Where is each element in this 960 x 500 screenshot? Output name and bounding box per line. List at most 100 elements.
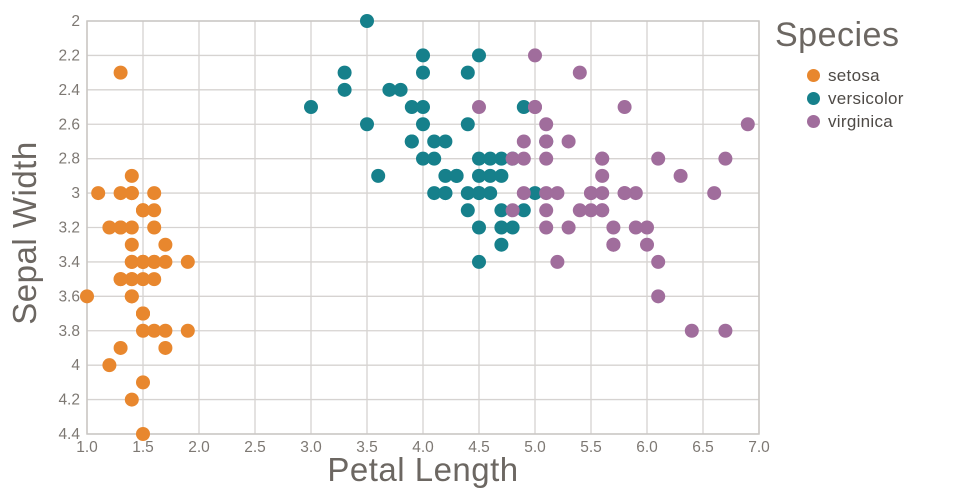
point-setosa [124,289,139,304]
point-setosa [136,203,150,218]
y-axis-title: Sepal Width [6,141,43,325]
point-virginica [550,254,565,269]
point-virginica [606,220,621,235]
point-setosa [102,220,117,235]
y-tick-label: 4.2 [58,392,80,409]
point-setosa [113,186,128,201]
point-virginica [539,134,554,149]
point-versicolor [505,220,520,235]
versicolor-swatch-icon [807,92,820,106]
point-virginica [539,220,554,235]
point-setosa [136,375,150,390]
point-setosa [124,254,139,269]
point-versicolor [337,82,352,97]
point-virginica [651,289,666,304]
point-versicolor [337,65,352,80]
y-tick-label: 2.6 [58,116,80,133]
point-setosa [147,254,162,269]
point-versicolor [494,151,509,166]
point-versicolor [438,186,453,201]
point-setosa [136,272,150,287]
point-setosa [158,254,173,269]
point-versicolor [472,48,486,63]
point-virginica [539,186,554,201]
x-tick-label: 6.5 [692,439,714,456]
point-setosa [136,254,150,269]
x-tick-label: 7.0 [748,439,770,456]
point-versicolor [472,254,486,269]
point-virginica [539,151,554,166]
point-setosa [102,358,117,373]
y-tick-label: 4 [71,357,80,374]
point-virginica [673,168,688,183]
x-tick-label: 1.0 [76,439,98,456]
point-setosa [91,186,106,201]
point-virginica [617,100,632,115]
point-virginica [584,186,598,201]
point-versicolor [494,220,509,235]
point-versicolor [472,168,486,183]
y-tick-label: 2 [71,13,80,30]
point-virginica [740,117,755,132]
point-versicolor [483,168,498,183]
x-tick-label: 3.0 [300,439,322,456]
point-versicolor [472,220,486,235]
point-virginica [595,186,610,201]
point-versicolor [404,134,419,149]
x-tick-label: 4.0 [412,439,434,456]
point-virginica [606,237,621,252]
point-virginica [505,151,520,166]
setosa-swatch-icon [807,69,820,83]
y-tick-label: 4.4 [58,426,80,443]
point-virginica [718,151,733,166]
legend: Species setosa versicolor virginica [775,16,955,133]
point-setosa [147,186,162,201]
point-setosa [124,168,139,183]
y-tick-label: 3.8 [58,323,80,340]
point-virginica [516,134,531,149]
x-axis-title: Petal Length [327,451,519,488]
x-tick-label: 1.5 [132,439,154,456]
point-versicolor [460,203,475,218]
legend-item-label: virginica [828,111,894,131]
point-virginica [718,323,733,338]
point-virginica [651,254,666,269]
legend-title: Species [775,16,900,54]
point-virginica [539,203,554,218]
point-virginica [572,65,587,80]
point-virginica [572,203,587,218]
y-tick-label: 3.6 [58,288,80,305]
point-setosa [113,220,128,235]
point-setosa [180,323,195,338]
legend-item-virginica: virginica [807,110,955,133]
point-virginica [651,151,666,166]
point-setosa [147,323,162,338]
x-tick-label: 3.5 [356,439,378,456]
point-versicolor [416,100,430,115]
point-versicolor [483,186,498,201]
point-virginica [595,203,610,218]
point-virginica [528,100,542,115]
point-virginica [628,220,643,235]
legend-item-setosa: setosa [807,64,955,87]
point-virginica [528,48,542,63]
point-setosa [158,323,173,338]
y-tick-label: 2.8 [58,151,80,168]
point-virginica [472,100,486,115]
point-versicolor [483,151,498,166]
point-versicolor [460,117,475,132]
point-virginica [707,186,722,201]
point-versicolor [516,203,531,218]
point-setosa [124,392,139,407]
y-tick-label: 2.4 [58,82,80,99]
point-versicolor [427,134,442,149]
point-virginica [617,186,632,201]
legend-item-label: versicolor [828,88,904,108]
point-setosa [124,186,139,201]
panel-border [86,20,760,435]
y-tick-label: 3.4 [58,254,80,271]
x-tick-label: 5.0 [524,439,546,456]
x-tick-label: 4.5 [468,439,490,456]
y-tick-label: 2.2 [58,47,80,64]
